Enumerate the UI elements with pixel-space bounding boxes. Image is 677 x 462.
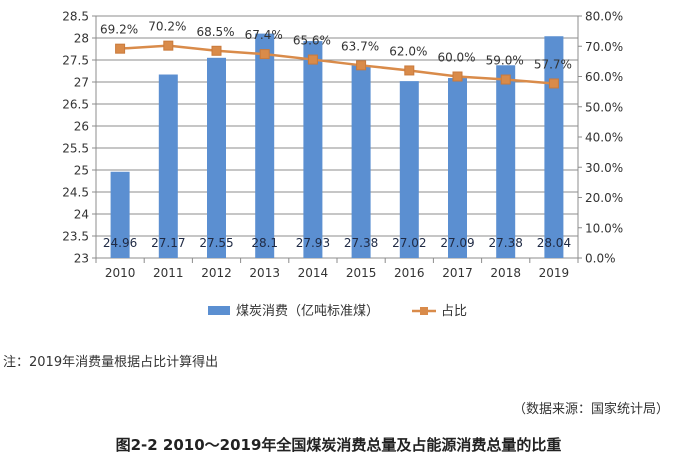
bar-value-label: 27.02: [392, 236, 426, 250]
line-value-label: 60.0%: [437, 51, 475, 65]
bar-value-label: 27.38: [489, 236, 523, 250]
bar-value-label: 28.04: [537, 236, 571, 250]
line-marker: [404, 65, 415, 76]
line-marker: [115, 43, 126, 54]
y-tick-label: 26: [74, 120, 89, 134]
y2-tick-label: 10.0%: [585, 221, 623, 235]
bar: [448, 78, 467, 258]
x-tick-label: 2012: [201, 266, 232, 280]
y-tick-label: 23.5: [62, 230, 89, 244]
bar-value-label: 27.17: [151, 236, 185, 250]
x-tick-label: 2014: [298, 266, 329, 280]
line-value-label: 70.2%: [148, 20, 186, 34]
y-tick-label: 27: [74, 76, 89, 90]
bar: [399, 81, 419, 259]
bar: [303, 41, 323, 258]
line-value-label: 68.5%: [196, 25, 234, 39]
y-tick-label: 24.5: [62, 186, 89, 200]
y-tick-label: 23: [74, 252, 89, 266]
bar: [544, 36, 564, 258]
y-tick-label: 25.5: [62, 142, 89, 156]
line-value-label: 69.2%: [100, 23, 138, 37]
line-marker: [163, 40, 174, 51]
legend-label-line: 占比: [441, 304, 467, 319]
x-tick-label: 2017: [442, 266, 473, 280]
bar: [207, 57, 226, 258]
y2-tick-label: 80.0%: [585, 10, 623, 24]
line-marker: [452, 71, 463, 82]
line-marker: [211, 45, 222, 56]
x-tick-label: 2016: [394, 266, 425, 280]
y2-tick-label: 70.0%: [585, 40, 623, 54]
line-marker: [548, 78, 559, 89]
bar: [255, 33, 275, 258]
chart-note: 注：2019年消费量根据占比计算得出: [3, 355, 219, 370]
legend-marker: [420, 307, 428, 315]
line-value-label: 57.7%: [534, 57, 572, 71]
y-tick-label: 28: [74, 32, 89, 46]
legend-label-bars: 煤炭消费（亿吨标准煤）: [236, 304, 379, 319]
line-marker: [356, 60, 367, 71]
line-value-label: 62.0%: [389, 44, 427, 58]
figure-caption: 图2-2 2010～2019年全国煤炭消费总量及占能源消费总量的比重: [115, 436, 562, 454]
line-marker: [259, 49, 270, 60]
legend-swatch-bars: [208, 306, 230, 315]
x-tick-label: 2018: [490, 266, 521, 280]
data-source: （数据来源：国家统计局）: [512, 402, 669, 417]
y2-tick-label: 0.0%: [585, 252, 616, 266]
bar: [351, 65, 371, 258]
y-tick-label: 26.5: [62, 98, 89, 112]
bar-value-label: 24.96: [103, 236, 137, 250]
x-tick-label: 2010: [105, 266, 136, 280]
line-marker: [307, 54, 318, 65]
y-tick-label: 28.5: [62, 10, 89, 24]
bar-value-label: 27.38: [344, 236, 378, 250]
y2-tick-label: 30.0%: [585, 161, 623, 175]
y-tick-label: 25: [74, 164, 89, 178]
line-value-label: 65.6%: [293, 34, 331, 48]
line-value-label: 67.4%: [245, 28, 283, 42]
bar-value-label: 27.09: [440, 236, 474, 250]
y-tick-label: 27.5: [62, 54, 89, 68]
combo-chart: 23 23.5 24 24.5 25 25.5 26 26.5 27 27.5 28 28.5 0.0%…: [62, 10, 623, 320]
y2-tick-label: 50.0%: [585, 100, 623, 114]
x-tick-label: 2019: [539, 266, 570, 280]
bar: [496, 65, 516, 258]
line-value-label: 59.0%: [486, 54, 524, 68]
line-marker: [500, 74, 511, 85]
bar-value-label: 27.55: [199, 236, 233, 250]
bar: [110, 171, 130, 258]
bar: [158, 74, 178, 259]
x-tick-label: 2011: [153, 266, 184, 280]
line-value-label: 63.7%: [341, 39, 379, 53]
y2-tick-label: 40.0%: [585, 131, 623, 145]
x-tick-label: 2013: [249, 266, 280, 280]
y2-tick-label: 20.0%: [585, 191, 623, 205]
bar-value-label: 27.93: [296, 236, 330, 250]
bar-value-label: 28.1: [251, 236, 278, 250]
y-tick-label: 24: [74, 208, 89, 222]
x-tick-label: 2015: [346, 266, 377, 280]
line-series: [120, 44, 555, 85]
y2-tick-label: 60.0%: [585, 70, 623, 84]
